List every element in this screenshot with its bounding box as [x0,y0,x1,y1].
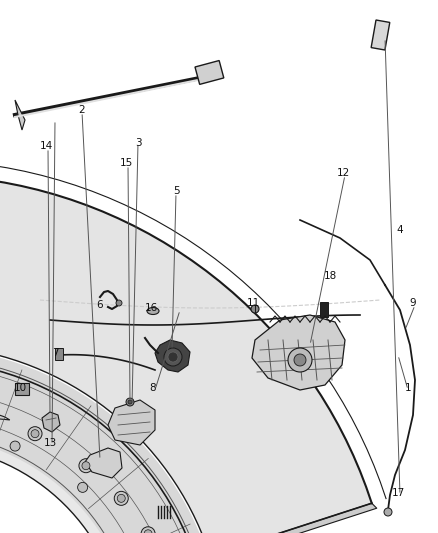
Polygon shape [108,400,155,445]
Circle shape [116,300,122,306]
Circle shape [144,530,152,533]
Text: 2: 2 [79,105,85,115]
Text: 17: 17 [392,488,405,498]
Circle shape [82,462,90,470]
Text: 4: 4 [397,225,403,235]
FancyBboxPatch shape [14,383,28,394]
Circle shape [141,527,155,533]
Ellipse shape [147,308,159,314]
Circle shape [28,427,42,441]
Text: 5: 5 [173,186,179,196]
Polygon shape [0,360,189,533]
Text: 3: 3 [135,138,141,148]
Circle shape [78,482,88,492]
Text: 10: 10 [14,383,27,393]
Text: 1: 1 [405,383,411,393]
Circle shape [384,508,392,516]
Text: 16: 16 [145,303,158,313]
Circle shape [288,348,312,372]
Circle shape [126,398,134,406]
Polygon shape [0,347,201,533]
Text: 11: 11 [246,298,260,308]
Circle shape [128,400,132,404]
Circle shape [164,348,182,366]
Circle shape [31,430,39,438]
Bar [320,302,328,317]
Text: 7: 7 [52,348,58,358]
Circle shape [10,441,20,451]
Text: 13: 13 [43,438,57,448]
Circle shape [117,494,125,502]
Polygon shape [210,503,377,533]
Polygon shape [85,448,122,478]
Text: 14: 14 [39,141,53,151]
Bar [55,348,63,360]
Polygon shape [155,340,190,372]
Bar [371,20,390,50]
Circle shape [114,491,128,505]
Polygon shape [15,100,25,130]
Circle shape [79,459,93,473]
Polygon shape [252,315,345,390]
Polygon shape [0,175,372,533]
Circle shape [251,305,259,313]
Text: 8: 8 [150,383,156,393]
Bar [195,61,224,84]
Text: 12: 12 [336,168,350,178]
Circle shape [168,352,178,362]
Text: 18: 18 [323,271,337,281]
Polygon shape [0,402,10,420]
Text: 6: 6 [97,300,103,310]
Polygon shape [42,412,60,432]
Text: 9: 9 [410,298,416,308]
Text: 15: 15 [120,158,133,168]
Circle shape [294,354,306,366]
